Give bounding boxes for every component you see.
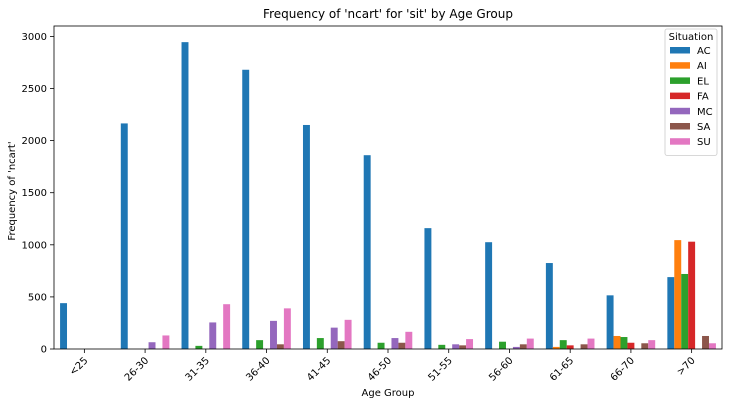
x-tick-label: 56-60 [487, 355, 515, 383]
bar-sa-3 [276, 344, 284, 349]
bar-el-9 [620, 337, 628, 349]
bar-mc-6 [452, 344, 460, 349]
bar-ac-1 [120, 123, 128, 349]
bar-el-5 [377, 342, 385, 349]
x-tick-label: >70 [675, 355, 698, 378]
x-tick-label: 31-35 [184, 355, 212, 383]
bar-sa-6 [459, 345, 467, 349]
bar-el-10 [681, 273, 689, 349]
y-axis-title: Frequency of 'ncart' [7, 141, 18, 240]
y-tick-label: 1000 [22, 240, 47, 251]
y-tick-label: 500 [28, 292, 47, 303]
x-tick-label: 51-55 [427, 355, 455, 383]
bar-ac-5 [363, 155, 371, 349]
legend: Situation AC AI EL FA MC SA SU [664, 28, 718, 156]
bar-ac-4 [302, 124, 310, 349]
bar-ac-10 [667, 277, 675, 349]
legend-label-ai: AI [697, 61, 707, 72]
bar-sa-8 [580, 344, 588, 349]
x-axis-title: Age Group [362, 388, 415, 399]
legend-swatch-sa [670, 123, 690, 130]
legend-swatch-ac [670, 47, 690, 54]
bar-su-9 [648, 340, 656, 349]
bar-ai-10 [674, 240, 682, 349]
legend-swatch-fa [670, 92, 690, 100]
bar-ac-6 [424, 228, 432, 349]
bar-ac-7 [485, 242, 493, 349]
legend-label-el: EL [697, 76, 709, 87]
bar-sa-9 [641, 343, 649, 349]
bar-su-6 [466, 339, 474, 349]
bar-fa-10 [688, 241, 696, 349]
bar-ac-3 [242, 69, 250, 349]
bar-fa-9 [627, 342, 635, 349]
legend-swatch-ai [670, 62, 690, 69]
y-tick-label: 0 [41, 345, 47, 356]
bar-ac-8 [545, 263, 553, 349]
bar-ac-2 [181, 42, 189, 350]
bar-el-7 [499, 341, 506, 349]
bar-ac-0 [60, 303, 68, 349]
y-tick-label: 2500 [22, 84, 47, 95]
bar-su-1 [162, 335, 170, 349]
bar-su-3 [283, 308, 291, 349]
bar-mc-2 [209, 322, 217, 349]
legend-label-sa: SA [697, 122, 711, 133]
legend-label-su: SU [697, 137, 711, 148]
x-tick-label: <25 [68, 355, 91, 378]
y-tick-label: 2000 [22, 136, 47, 147]
bar-su-5 [405, 331, 413, 349]
bar-su-10 [708, 343, 716, 349]
plot-frame [53, 25, 723, 350]
bar-el-6 [438, 344, 446, 349]
chart-title: Frequency of 'ncart' for 'sit' by Age Gr… [263, 7, 513, 21]
bar-su-8 [587, 338, 595, 349]
legend-swatch-el [670, 77, 690, 84]
bar-ai-9 [613, 335, 621, 349]
legend-title: Situation [669, 32, 714, 43]
y-tick-label: 1500 [22, 188, 47, 199]
bar-su-4 [344, 319, 352, 349]
bar-su-7 [526, 338, 534, 349]
legend-swatch-su [670, 138, 690, 145]
bar-mc-4 [330, 327, 338, 349]
bar-el-3 [256, 340, 264, 349]
plot-area: 0 500 1000 1500 2000 2500 3000 <25 26-30 31-35 36-… [22, 25, 723, 384]
legend-swatch-mc [670, 107, 690, 115]
x-tick-label: 46-50 [366, 355, 394, 383]
bar-ac-9 [606, 295, 614, 349]
x-tick-label: 36-40 [244, 355, 272, 383]
x-tick-label: 26-30 [123, 355, 151, 383]
bar-el-4 [316, 338, 324, 349]
legend-label-mc: MC [697, 107, 713, 118]
x-tick-label: 41-45 [305, 355, 333, 383]
bar-mc-3 [270, 320, 277, 349]
x-tick-label: 66-70 [609, 355, 637, 383]
bar-mc-7 [512, 346, 520, 349]
bar-sa-10 [702, 335, 709, 349]
legend-label-fa: FA [697, 92, 709, 103]
bar-mc-5 [391, 338, 399, 349]
bar-fa-8 [566, 345, 574, 349]
bar-sa-4 [337, 341, 345, 349]
bar-mc-1 [148, 342, 156, 349]
y-tick-label: 3000 [22, 32, 47, 43]
bar-ai-8 [552, 346, 560, 349]
bar-su-2 [223, 304, 231, 349]
bar-sa-7 [519, 344, 527, 349]
bar-el-2 [195, 345, 203, 349]
bar-sa-5 [398, 342, 406, 349]
x-tick-label: 61-65 [548, 355, 576, 383]
legend-label-ac: AC [697, 46, 711, 57]
bar-el-8 [559, 340, 567, 349]
